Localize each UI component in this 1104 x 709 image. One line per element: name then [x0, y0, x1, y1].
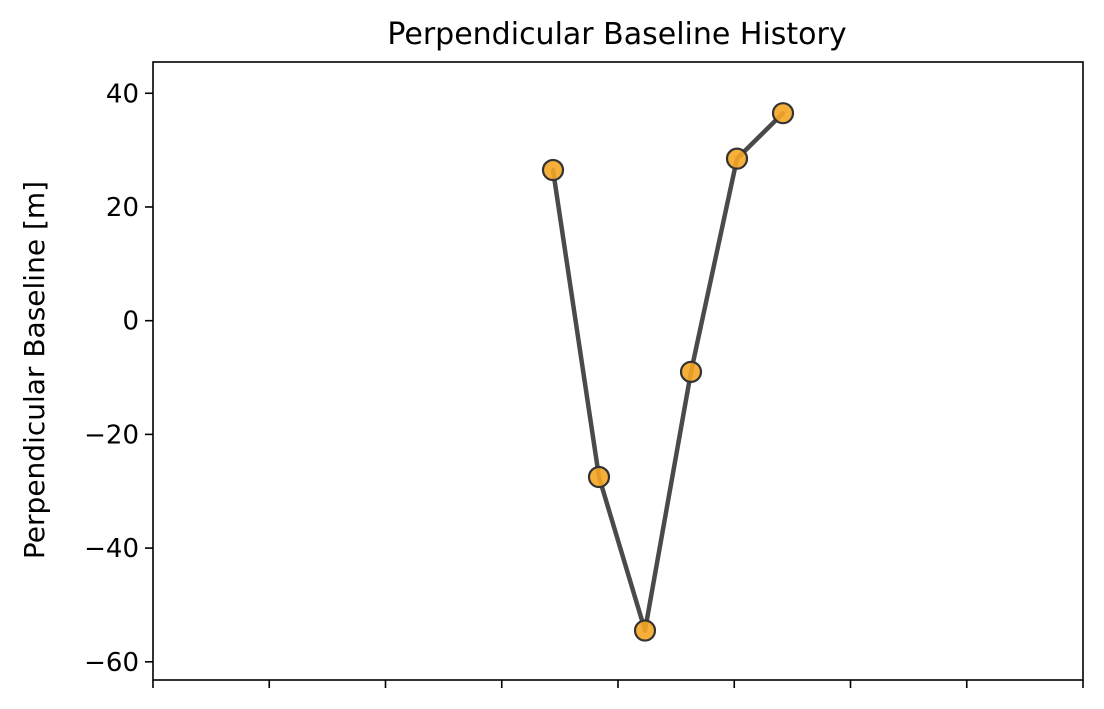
- plot-frame: [152, 61, 1084, 681]
- data-point: [679, 360, 703, 383]
- data-point: [771, 102, 795, 125]
- plot-area: 40 20 0 −20 −40 −60: [84, 61, 1084, 688]
- y-tick-label: 20: [106, 193, 139, 223]
- y-tick-label: 0: [122, 307, 139, 337]
- y-axis-label: Perpendicular Baseline [m]: [18, 181, 51, 559]
- data-point: [725, 147, 749, 170]
- y-tick-label: −60: [84, 648, 139, 678]
- chart-title: Perpendicular Baseline History: [387, 17, 846, 52]
- data-point: [633, 619, 657, 642]
- data-point: [587, 465, 611, 489]
- y-tick-label: −40: [84, 534, 139, 564]
- y-tick-label: 40: [106, 79, 139, 109]
- y-tick-label: −20: [84, 420, 139, 450]
- data-point: [541, 158, 565, 182]
- series-line: [550, 110, 786, 633]
